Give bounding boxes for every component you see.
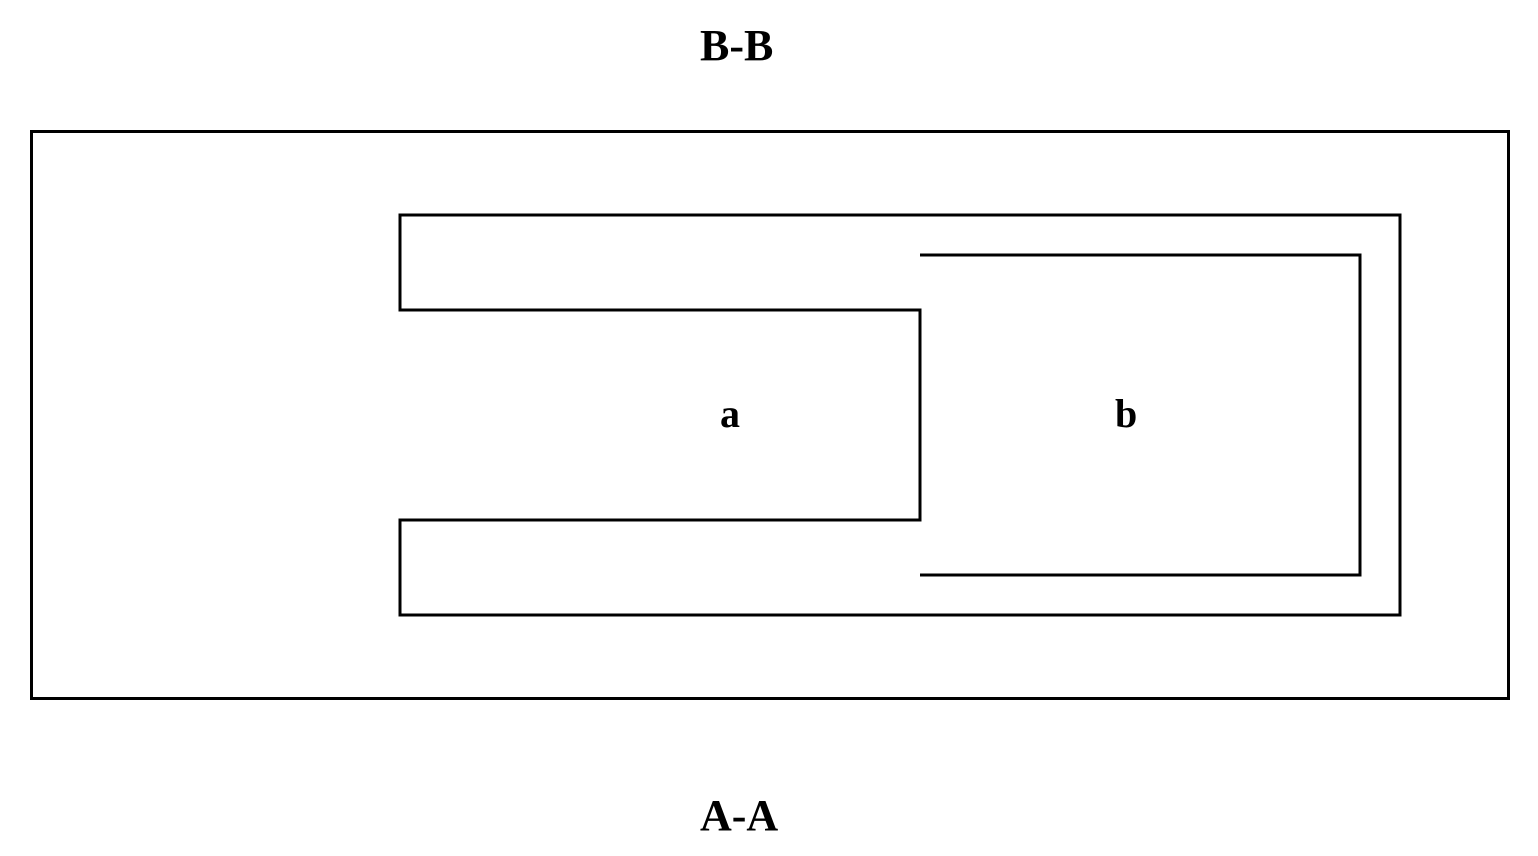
region-label-a: a — [720, 390, 740, 437]
section-label-bottom: A-A — [700, 790, 778, 841]
inner-square-b — [920, 255, 1360, 575]
region-label-b: b — [1115, 390, 1137, 437]
outer-c-path — [400, 215, 1400, 615]
inner-u-shape — [0, 0, 1538, 856]
